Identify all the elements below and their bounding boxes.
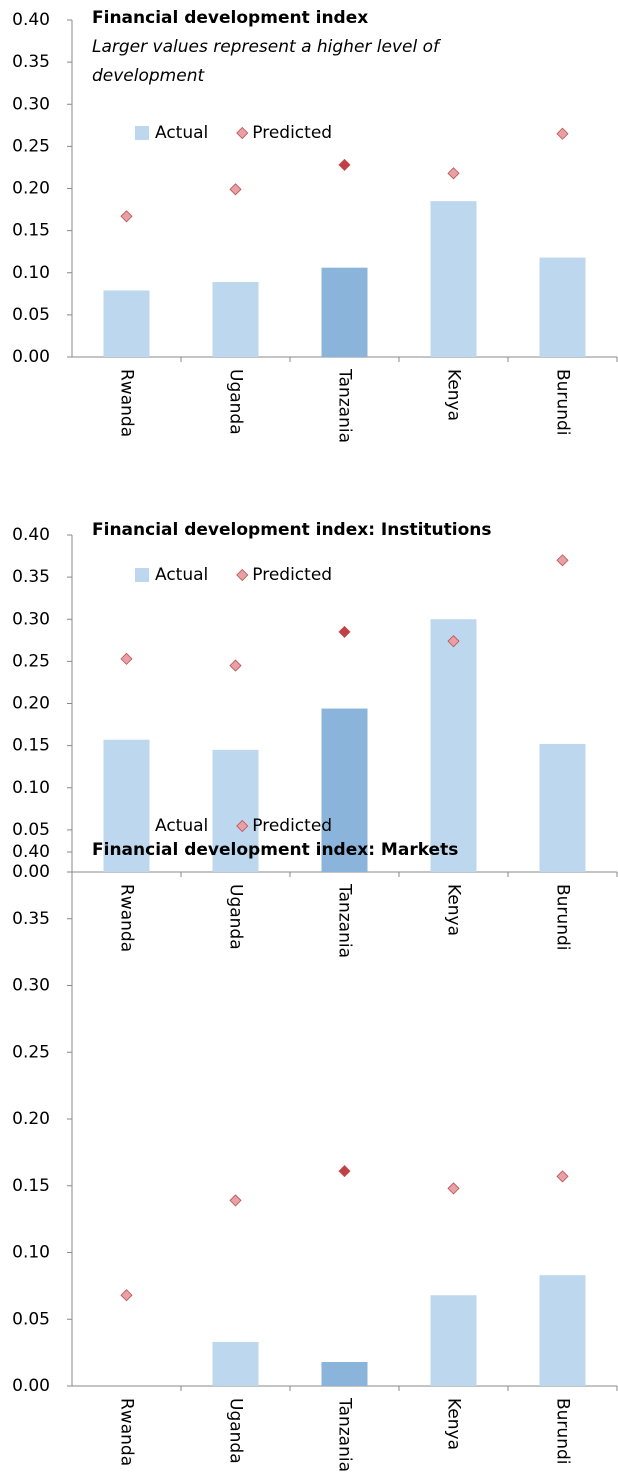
bar [539, 743, 586, 872]
chart-title-block: Financial development index: Markets [92, 836, 532, 865]
legend-marker [135, 126, 149, 140]
y-tick-label: 0.25 [12, 136, 50, 156]
x-tick-label: Kenya [444, 1398, 464, 1450]
legend-label: Predicted [252, 816, 332, 836]
bar [321, 267, 368, 357]
y-tick-label: 0.20 [12, 1109, 50, 1129]
y-tick-label: 0.40 [12, 10, 50, 30]
x-tick-label: Tanzania [335, 368, 355, 443]
y-tick-label: 0.35 [12, 52, 50, 72]
bar [430, 201, 477, 357]
predicted-marker [229, 183, 242, 196]
predicted-marker [229, 1194, 242, 1207]
bar [103, 290, 150, 357]
y-tick-label: 0.20 [12, 694, 50, 714]
y-tick-label: 0.30 [12, 609, 50, 629]
chart-title: Financial development index [92, 8, 369, 28]
bar [539, 257, 586, 357]
predicted-marker [120, 1289, 133, 1302]
legend-marker [135, 568, 149, 582]
y-tick-label: 0.15 [12, 1176, 50, 1196]
legend-label: Predicted [252, 123, 332, 143]
y-tick-label: 0.05 [12, 1309, 50, 1329]
predicted-marker [447, 1182, 460, 1195]
x-tick-label: Rwanda [117, 369, 137, 437]
bar [321, 708, 368, 872]
x-tick-label: Rwanda [117, 1398, 137, 1466]
x-tick-label: Uganda [226, 1398, 246, 1464]
bar [430, 619, 477, 872]
y-tick-label: 0.40 [12, 525, 50, 545]
y-tick-label: 0.00 [12, 347, 50, 367]
chart-title-block: Financial development index Larger values… [92, 4, 532, 91]
y-tick-label: 0.15 [12, 736, 50, 756]
predicted-marker [120, 210, 133, 223]
predicted-marker [338, 625, 351, 638]
y-tick-label: 0.35 [12, 909, 50, 929]
legend-label: Actual [155, 123, 208, 143]
predicted-marker [556, 1170, 569, 1183]
x-tick-label: Burundi [553, 1398, 573, 1465]
x-tick-label: Kenya [444, 884, 464, 936]
x-tick-label: Uganda [226, 369, 246, 435]
y-tick-label: 0.25 [12, 651, 50, 671]
bar [321, 1361, 368, 1386]
y-tick-label: 0.10 [12, 1243, 50, 1263]
legend-label: Predicted [252, 565, 332, 585]
y-tick-label: 0.15 [12, 221, 50, 241]
x-tick-label: Uganda [226, 884, 246, 950]
bar [212, 749, 259, 872]
y-tick-label: 0.30 [12, 976, 50, 996]
chart-title: Financial development index: Markets [92, 840, 459, 860]
x-tick-label: Burundi [553, 884, 573, 951]
predicted-marker [338, 1164, 351, 1178]
y-tick-label: 0.00 [12, 1376, 50, 1396]
bar [212, 282, 259, 357]
predicted-marker [556, 554, 569, 567]
predicted-marker [556, 127, 569, 140]
y-tick-label: 0.05 [12, 305, 50, 325]
legend-marker [236, 568, 249, 582]
y-tick-label: 0.25 [12, 1042, 50, 1062]
predicted-marker [120, 652, 133, 665]
bar [212, 1341, 259, 1386]
x-tick-label: Tanzania [335, 1397, 355, 1472]
chart-title-block: Financial development index: Institution… [92, 516, 532, 545]
y-tick-label: 0.00 [12, 862, 50, 882]
legend-marker [135, 819, 149, 833]
legend-marker [236, 819, 249, 833]
bar [539, 1275, 586, 1386]
y-tick-label: 0.40 [12, 842, 50, 862]
predicted-marker [338, 158, 351, 171]
predicted-marker [229, 659, 242, 672]
predicted-marker [447, 167, 460, 180]
bar [430, 1295, 477, 1386]
x-tick-label: Tanzania [335, 883, 355, 958]
legend-marker [236, 126, 249, 140]
y-tick-label: 0.10 [12, 263, 50, 283]
y-tick-label: 0.05 [12, 820, 50, 840]
y-tick-label: 0.10 [12, 778, 50, 798]
bar [103, 739, 150, 872]
y-tick-label: 0.30 [12, 94, 50, 114]
x-tick-label: Kenya [444, 369, 464, 421]
y-tick-label: 0.35 [12, 567, 50, 587]
x-tick-label: Burundi [553, 369, 573, 436]
chart-title: Financial development index: Institution… [92, 520, 492, 540]
legend-label: Actual [155, 816, 208, 836]
chart-subtitle: Larger values represent a higher level o… [92, 37, 440, 86]
y-tick-label: 0.20 [12, 179, 50, 199]
predicted-marker [447, 635, 460, 648]
x-tick-label: Rwanda [117, 884, 137, 952]
legend-label: Actual [155, 565, 208, 585]
